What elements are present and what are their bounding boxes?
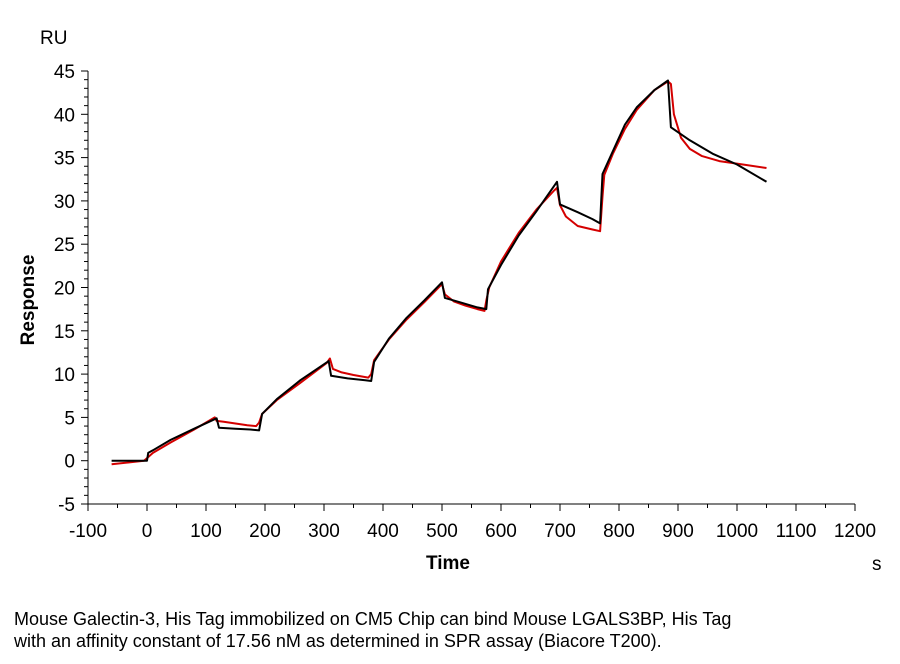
y-tick-label: 5 [64, 408, 75, 429]
x-tick-label: -100 [69, 521, 107, 542]
y-tick-label: 40 [54, 105, 75, 126]
y-axis-title: Response [18, 255, 39, 346]
y-tick-label: 20 [54, 279, 75, 300]
x-axis-ticks: -100 0 100 200 300 400 500 600 700 800 900 1000 1100… [69, 504, 876, 542]
x-unit-label: s [872, 554, 882, 575]
caption-line-2: with an affinity constant of 17.56 nM as… [14, 631, 662, 651]
y-tick-label: 30 [54, 192, 75, 213]
axes [87, 71, 855, 505]
x-tick-label: 300 [308, 521, 340, 542]
x-tick-label: 1200 [834, 521, 876, 542]
figure-caption: Mouse Galectin-3, His Tag immobilized on… [14, 608, 894, 652]
x-tick-label: 200 [249, 521, 281, 542]
x-tick-label: 500 [426, 521, 458, 542]
x-tick-label: 700 [544, 521, 576, 542]
x-tick-label: 400 [367, 521, 399, 542]
caption-line-1: Mouse Galectin-3, His Tag immobilized on… [14, 609, 732, 629]
y-axis-ticks: -5 0 5 10 15 20 25 30 35 40 45 [54, 62, 88, 516]
y-tick-label: 10 [54, 365, 75, 386]
sensorgram-chart: -5 0 5 10 15 20 25 30 35 40 45 -100 0 100 200 300 400 50… [18, 28, 882, 575]
y-unit-label: RU [40, 28, 67, 49]
x-tick-label: 600 [485, 521, 517, 542]
y-tick-label: 35 [54, 149, 75, 170]
series-line-1 [111, 80, 767, 466]
y-tick-label: -5 [58, 495, 75, 516]
x-tick-label: 100 [190, 521, 222, 542]
x-tick-label: 1000 [716, 521, 758, 542]
y-tick-label: 45 [54, 62, 75, 83]
x-tick-label: 1100 [776, 521, 817, 542]
y-tick-label: 0 [64, 452, 75, 473]
x-tick-label: 900 [662, 521, 694, 542]
series-line-2 [111, 79, 768, 462]
x-axis-title: Time [426, 553, 470, 574]
x-tick-label: 0 [142, 521, 153, 542]
y-tick-label: 15 [54, 322, 75, 343]
series-layer [111, 79, 768, 466]
x-tick-label: 800 [603, 521, 635, 542]
y-tick-label: 25 [54, 235, 75, 256]
